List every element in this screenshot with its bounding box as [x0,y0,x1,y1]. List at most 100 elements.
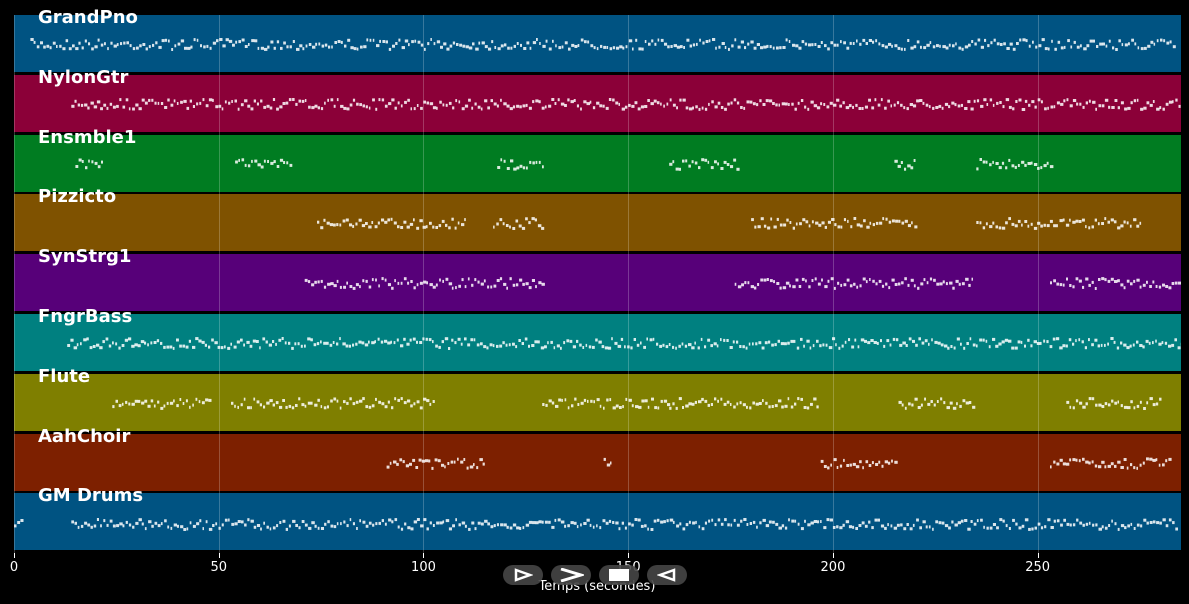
note-mark [657,38,660,42]
note-mark [1048,47,1050,51]
note-mark [189,521,192,525]
note-mark [846,46,850,50]
note-mark [835,343,837,347]
note-mark [638,405,642,409]
note-mark [714,159,717,163]
note-mark [1063,519,1066,523]
note-mark [387,400,390,404]
note-mark [1057,40,1061,44]
note-mark [285,528,288,532]
note-mark [734,282,737,286]
note-mark [314,525,317,529]
note-mark [83,338,87,342]
note-mark [955,280,959,284]
note-mark [185,345,189,349]
note-mark [917,405,921,409]
note-mark [324,101,326,105]
note-mark [437,458,441,462]
note-mark [448,226,451,230]
note-mark [670,45,673,48]
note-mark [420,106,423,110]
note-mark [107,47,109,51]
rewind-button[interactable] [647,565,687,585]
note-mark [219,38,223,41]
note-mark [666,102,669,106]
note-mark [1166,41,1170,45]
note-mark [528,521,533,525]
note-mark [660,520,664,524]
note-mark [624,105,628,109]
note-mark [365,222,368,226]
note-mark [301,99,305,103]
note-mark [584,40,587,44]
note-mark [786,218,789,222]
note-mark [1017,163,1020,167]
note-mark [426,398,430,402]
note-mark [173,399,175,403]
note-mark [220,346,224,350]
note-mark [499,277,503,281]
note-mark [843,218,846,222]
note-mark [612,98,615,102]
note-mark [521,227,526,231]
note-mark [637,107,641,111]
note-mark [737,45,741,49]
note-mark [921,341,925,345]
note-mark [497,47,501,51]
note-mark [528,106,532,110]
note-mark [856,285,859,289]
note-mark [865,459,869,463]
note-mark [253,526,257,530]
note-mark [647,527,649,531]
note-mark [491,40,494,44]
note-mark [755,402,759,406]
note-mark [576,104,579,108]
note-mark [1072,98,1077,102]
note-mark [416,103,419,107]
note-mark [832,337,836,341]
note-mark [153,404,156,408]
note-mark [406,225,410,229]
note-mark [1104,98,1109,102]
note-mark [272,403,275,407]
note-mark [150,341,153,345]
note-mark [249,344,253,348]
note-mark [493,225,495,229]
note-mark [707,338,711,342]
note-mark [1040,341,1042,345]
note-mark [381,218,385,222]
note-mark [496,104,499,108]
note-mark [796,346,800,350]
note-mark [413,106,416,110]
note-mark [355,222,358,226]
stop-button[interactable] [599,565,639,585]
note-mark [1027,161,1031,165]
note-mark [801,278,805,282]
note-mark [186,106,190,110]
note-mark [736,402,739,406]
forward-button[interactable] [551,565,591,585]
note-mark [365,280,368,284]
note-mark [1127,524,1130,528]
note-mark [558,46,562,50]
x-tick-label: 0 [9,560,19,575]
note-mark [280,46,283,50]
note-mark [605,522,609,526]
note-mark [600,44,603,48]
note-mark [1075,220,1079,224]
note-mark [1046,161,1049,165]
note-mark [269,527,272,531]
note-mark [798,285,802,289]
note-mark [782,46,786,49]
note-mark [1155,402,1159,406]
note-mark [429,402,432,406]
note-mark [234,522,238,526]
play-button[interactable] [503,565,543,585]
note-mark [443,42,447,46]
note-mark [144,341,147,345]
note-mark [612,46,616,50]
note-mark [1059,458,1063,462]
note-mark [273,159,276,163]
note-mark [632,47,634,51]
note-mark [615,101,619,105]
